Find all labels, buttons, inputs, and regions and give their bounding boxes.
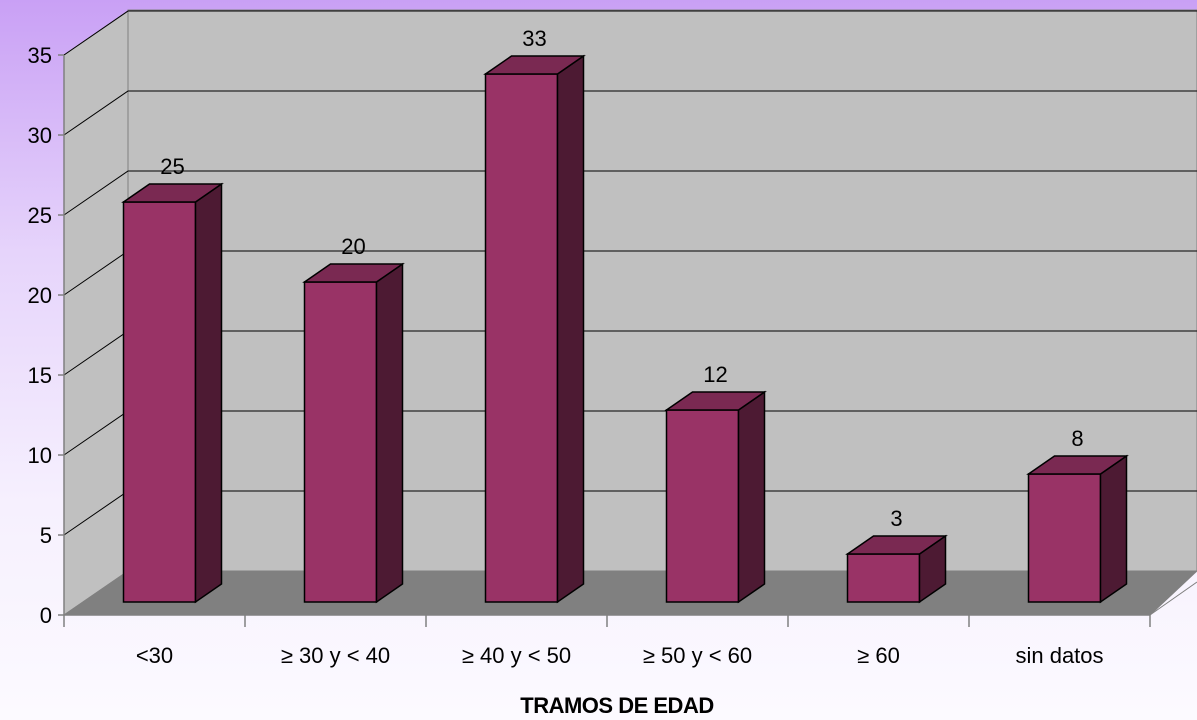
data-label: 12: [703, 362, 727, 387]
chart-walls: [63, 9, 1197, 616]
x-axis-categories: <30 ≥ 30 y < 40 ≥ 40 y < 50 ≥ 50 y < 60 ≥ 60…: [63, 615, 1151, 668]
x-category-label: ≥ 30 y < 40: [281, 643, 390, 668]
gridlines: [63, 10, 1197, 536]
bar-top: [302, 263, 405, 283]
data-label: 20: [341, 234, 365, 259]
bar: [665, 409, 740, 603]
data-label: 3: [890, 506, 902, 531]
y-tick-label: 20: [28, 283, 52, 308]
floor-edge: [1149, 581, 1197, 616]
bar-top: [1026, 455, 1129, 475]
bar-column: 12: [664, 362, 767, 604]
bar-side: [375, 262, 404, 604]
y-axis-ticks: 0 5 10 15 20 25 30 35: [28, 43, 64, 628]
bar-side: [556, 54, 585, 604]
x-axis-title: TRAMOS DE EDAD: [520, 693, 713, 718]
side-wall: [63, 10, 129, 616]
gridline: [63, 10, 1197, 56]
x-category-label: ≥ 40 y < 50: [462, 643, 571, 668]
bar-column: 33: [483, 26, 586, 604]
x-category-label: ≥ 50 y < 60: [643, 643, 752, 668]
gridline: [63, 170, 1197, 216]
bar-top: [483, 55, 586, 75]
bar-column: 3: [845, 506, 948, 604]
bars: 25 20 33 12 3 8: [121, 26, 1129, 604]
data-label: 33: [522, 26, 546, 51]
y-tick-label: 35: [28, 43, 52, 68]
bar: [1027, 473, 1102, 603]
bar-column: 8: [1026, 426, 1129, 604]
bar-side: [1099, 454, 1128, 604]
bar-top: [845, 535, 948, 555]
bar-top: [121, 183, 224, 203]
bar-column: 20: [302, 234, 405, 604]
y-tick-label: 15: [28, 363, 52, 388]
x-category-label: sin datos: [1015, 643, 1103, 668]
bar-column: 25: [121, 154, 224, 604]
bar: [846, 553, 921, 603]
floor: [62, 570, 1197, 616]
bar: [122, 201, 197, 603]
bar: [484, 73, 559, 603]
data-label: 25: [160, 154, 184, 179]
y-tick-label: 10: [28, 443, 52, 468]
y-tick-label: 0: [40, 603, 52, 628]
gridline: [63, 90, 1197, 136]
y-tick-label: 5: [40, 523, 52, 548]
chart-floor: [62, 570, 1197, 616]
y-tick-label: 30: [28, 123, 52, 148]
data-label: 8: [1071, 426, 1083, 451]
y-tick-label: 25: [28, 203, 52, 228]
bar: [303, 281, 378, 603]
x-category-label: <30: [136, 643, 173, 668]
bar-side: [194, 182, 223, 604]
bar-top: [664, 391, 767, 411]
bar-side: [737, 390, 766, 604]
x-category-label: ≥ 60: [857, 643, 900, 668]
